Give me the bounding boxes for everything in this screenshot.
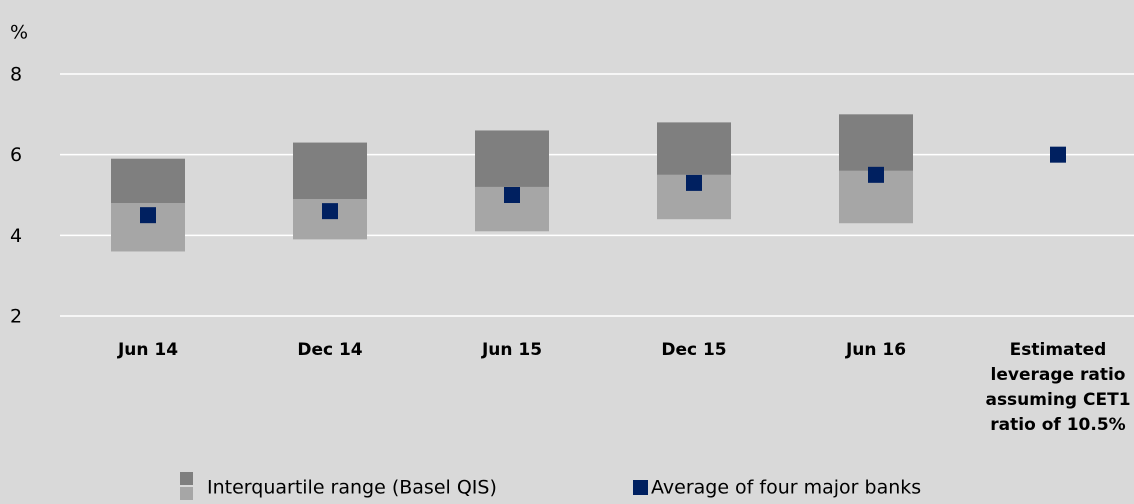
y-tick-label: 8 bbox=[10, 64, 22, 86]
legend-label: Average of four major banks bbox=[651, 477, 921, 499]
y-tick-label: 6 bbox=[10, 144, 22, 166]
x-tick-label: Jun 15 bbox=[481, 340, 543, 360]
average-marker bbox=[868, 166, 884, 183]
x-tick-label: Dec 14 bbox=[297, 340, 363, 360]
upper-quartile-box bbox=[839, 114, 913, 171]
upper-quartile-box bbox=[657, 122, 731, 175]
legend-swatch bbox=[180, 472, 193, 485]
x-tick-label: Jun 14 bbox=[117, 340, 179, 360]
y-tick-label: 2 bbox=[10, 306, 22, 328]
upper-quartile-box bbox=[111, 158, 185, 204]
upper-quartile-box bbox=[293, 142, 367, 200]
x-tick-label: Estimated leverage ratio assuming CET1 r… bbox=[985, 340, 1131, 435]
x-tick-label: Dec 15 bbox=[661, 340, 727, 360]
average-marker bbox=[140, 207, 156, 224]
legend-swatch bbox=[180, 487, 193, 500]
y-axis-label: % bbox=[10, 22, 28, 44]
average-marker bbox=[504, 187, 520, 203]
upper-quartile-box bbox=[475, 130, 549, 187]
legend-swatch bbox=[633, 480, 648, 495]
legend-label: Interquartile range (Basel QIS) bbox=[207, 477, 497, 499]
average-marker bbox=[686, 174, 702, 191]
average-marker bbox=[1050, 146, 1066, 163]
x-tick-label: Jun 16 bbox=[845, 340, 907, 360]
y-tick-label: 4 bbox=[10, 225, 22, 247]
average-marker bbox=[322, 203, 338, 220]
